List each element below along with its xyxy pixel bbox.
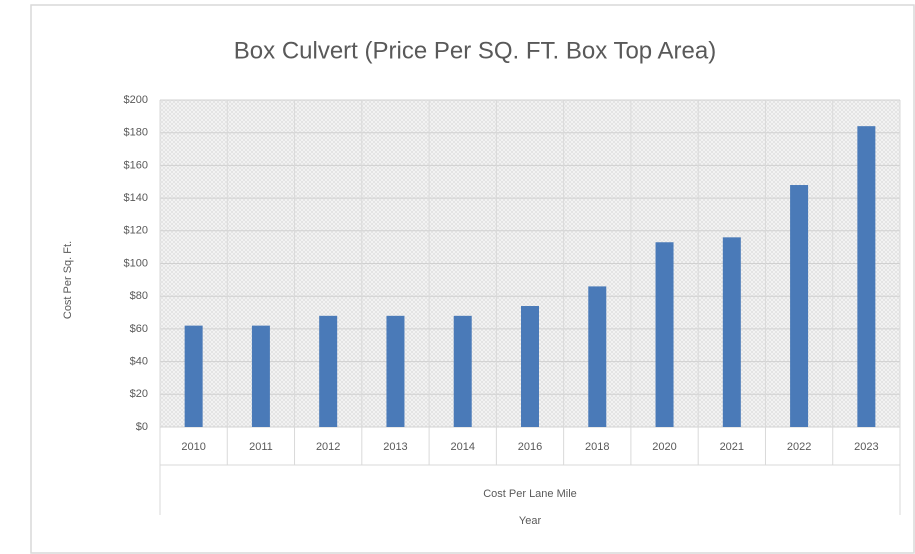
x-tick-label: 2012: [316, 441, 340, 453]
y-tick-label: $0: [136, 421, 148, 433]
x-group-label: Cost Per Lane Mile: [483, 488, 577, 500]
y-tick-label: $40: [130, 356, 148, 368]
y-tick-label: $20: [130, 388, 148, 400]
y-tick-label: $120: [124, 225, 148, 237]
x-tick-label: 2022: [787, 441, 811, 453]
x-tick-label: 2020: [652, 441, 676, 453]
bar: [521, 306, 539, 427]
bar: [790, 185, 809, 427]
x-tick-label: 2018: [585, 441, 609, 453]
y-tick-label: $200: [124, 94, 148, 106]
x-tick-label: 2021: [720, 441, 744, 453]
bar: [453, 315, 472, 427]
bar: [722, 237, 741, 427]
y-tick-label: $140: [124, 192, 148, 204]
y-tick-label: $100: [124, 257, 148, 269]
x-tick-label: 2023: [854, 441, 878, 453]
x-tick-label: 2014: [450, 441, 474, 453]
y-tick-label: $60: [130, 323, 148, 335]
bar: [319, 315, 338, 427]
x-tick-label: 2010: [181, 441, 205, 453]
bar: [857, 126, 876, 427]
chart-title: Box Culvert (Price Per SQ. FT. Box Top A…: [234, 37, 716, 64]
y-axis-label: Cost Per Sq. Ft.: [62, 241, 74, 319]
bar: [251, 325, 270, 427]
y-tick-label: $180: [124, 127, 148, 139]
x-axis-label: Year: [519, 515, 542, 527]
y-tick-label: $160: [124, 159, 148, 171]
bar: [386, 315, 405, 427]
bar: [655, 242, 674, 427]
bar: [588, 286, 607, 427]
x-tick-label: 2013: [383, 441, 407, 453]
y-tick-label: $80: [130, 290, 148, 302]
bar: [184, 325, 203, 427]
x-tick-label: 2016: [518, 441, 542, 453]
x-tick-label: 2011: [249, 441, 273, 453]
